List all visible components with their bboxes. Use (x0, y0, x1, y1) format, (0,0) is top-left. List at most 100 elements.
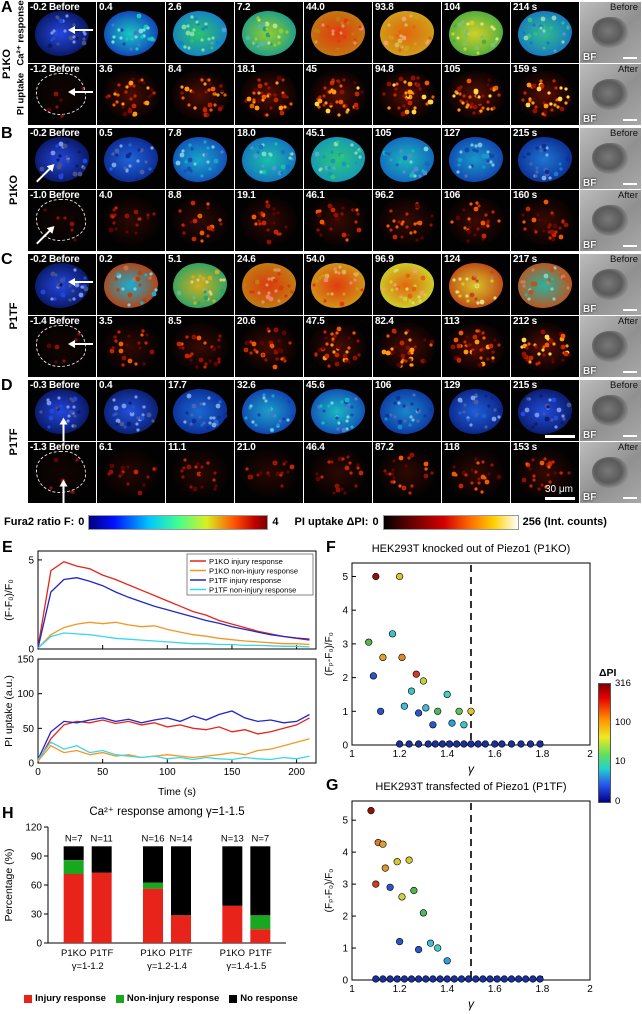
legend-label: P1TF non-injury response (209, 585, 296, 594)
bf-scale-bar (623, 245, 637, 247)
frame-time-label: 129 (444, 380, 461, 391)
legend-label: P1TF injury response (209, 576, 281, 585)
x-tick-label: 50 (97, 767, 109, 778)
pi-colorbar-gradient (382, 514, 519, 530)
chart-title: HEK293T transfected of Piezo1 (P1TF) (375, 781, 566, 793)
data-point (434, 707, 442, 715)
pi-signal-blob (517, 71, 573, 119)
pi-signal-blob (379, 449, 435, 497)
pi-frame: 45 (304, 64, 372, 125)
y-tick-label: 50 (23, 724, 35, 735)
panel-letter-B: B (1, 125, 13, 142)
brightfield-stage-label: Before (610, 2, 638, 13)
y-tick-label: 100 (17, 689, 34, 700)
data-point (515, 975, 523, 983)
legend-label: Injury response (35, 993, 106, 1004)
data-point (414, 975, 423, 983)
bar-name-label: P1TF (90, 948, 113, 959)
data-point (419, 677, 427, 685)
frame-time-label: -1.0 Before (30, 190, 80, 201)
bar-segment (171, 915, 191, 943)
legend-label: P1KO injury response (209, 557, 283, 566)
cell-pseudocolor-blob (242, 389, 296, 434)
bf-scale-bar (623, 119, 637, 121)
data-point (460, 721, 468, 729)
pi-signal-blob (310, 197, 366, 245)
data-point (405, 740, 413, 748)
y-tick-label: 30 (31, 910, 43, 921)
brightfield-image-before: Before BF (580, 254, 641, 315)
legend-label: No response (240, 993, 298, 1004)
cell-type-label: P1TF (8, 302, 20, 330)
frame-time-label: 46.4 (306, 442, 325, 453)
pi-frame: -1.4 Before (28, 316, 96, 377)
h-legend-item: No response (229, 993, 298, 1004)
data-point (414, 709, 423, 717)
charts-section: E 0 5 (F-F₀)/F₀ P1KO injury response P1KO no… (0, 539, 642, 1014)
pi-signal-blob (103, 197, 159, 245)
frame-time-label: 17.7 (168, 380, 187, 391)
brightfield-stage-label: Before (610, 128, 638, 139)
pi-frame: 82.4 (373, 316, 441, 377)
legend-color-swatch (115, 994, 124, 1003)
bar-name-label: P1TF (249, 948, 272, 959)
data-point (393, 858, 401, 866)
pi-frame: 94.8 (373, 64, 441, 125)
frame-time-label: 118 (444, 442, 460, 453)
data-point (393, 975, 401, 983)
series-line (37, 560, 310, 648)
data-point (395, 572, 404, 581)
injury-site-arrow-icon (62, 423, 65, 441)
ca-frame: -0.2 Before (28, 254, 96, 315)
pi-signal-blob (241, 197, 297, 245)
cell-pseudocolor-blob (311, 11, 365, 56)
cell-pseudocolor-blob (449, 11, 503, 56)
ca-frame: 54.0 (304, 254, 372, 315)
bf-scale-bar (623, 371, 637, 373)
x-axis-label: Time (s) (158, 786, 196, 798)
data-point (481, 740, 489, 748)
pi-frame: 4.0 (97, 190, 165, 251)
cell-pseudocolor-blob (311, 389, 365, 434)
y-tick-label: 5 (342, 572, 348, 583)
x-axis-label: γ (468, 762, 475, 776)
panel-letter-H: H (2, 805, 14, 822)
brightfield-image-before: Before BF (580, 380, 641, 441)
data-point (395, 938, 404, 946)
data-point (407, 975, 416, 983)
x-tick-label: 1.6 (488, 984, 502, 995)
x-tick-label: 1.2 (393, 749, 407, 760)
y-axis-label: PI uptake (a.u.) (3, 675, 15, 747)
bar-segment (222, 846, 243, 906)
series-line (37, 717, 310, 762)
panel-C-ca-row: -0.2 Before 0.2 5.1 24.6 54.0 96.9 124 217 s Bef… (28, 254, 641, 315)
frame-time-label: -0.2 Before (30, 2, 80, 13)
y-tick-label: 0 (28, 759, 34, 770)
ca-frame: -0.3 Before (28, 380, 96, 441)
data-point (436, 975, 444, 983)
fura2-colorbar-max: 4 (272, 516, 279, 528)
data-point (536, 740, 544, 748)
y-tick-label: 5 (28, 555, 34, 566)
brightfield-cell (592, 17, 628, 48)
ca-frame: 96.9 (373, 254, 441, 315)
cell-pseudocolor-blob (173, 263, 227, 308)
frame-time-label: 47.5 (306, 316, 325, 327)
frame-time-label: 8.5 (168, 316, 182, 327)
y-tick-label: 3 (342, 639, 348, 650)
panel-C-gutter: C P1TF (0, 251, 28, 377)
pi-frame: 3.5 (97, 316, 165, 377)
data-point (414, 740, 423, 748)
frame-time-label: 106 (444, 190, 461, 201)
ca-frame: 0.2 (97, 254, 165, 315)
legend-color-swatch (229, 994, 238, 1003)
cell-pseudocolor-blob (449, 263, 503, 308)
pi-frame: 21.0 (235, 442, 303, 503)
x-tick-label: 100 (159, 767, 176, 778)
group-label: γ=1.4-1.5 (226, 961, 266, 972)
ca-frame: 44.0 (304, 2, 372, 63)
data-point (445, 740, 454, 748)
brightfield-stage-label: After (617, 64, 638, 75)
data-point (467, 740, 475, 748)
y-tick-label: 0 (28, 645, 34, 656)
